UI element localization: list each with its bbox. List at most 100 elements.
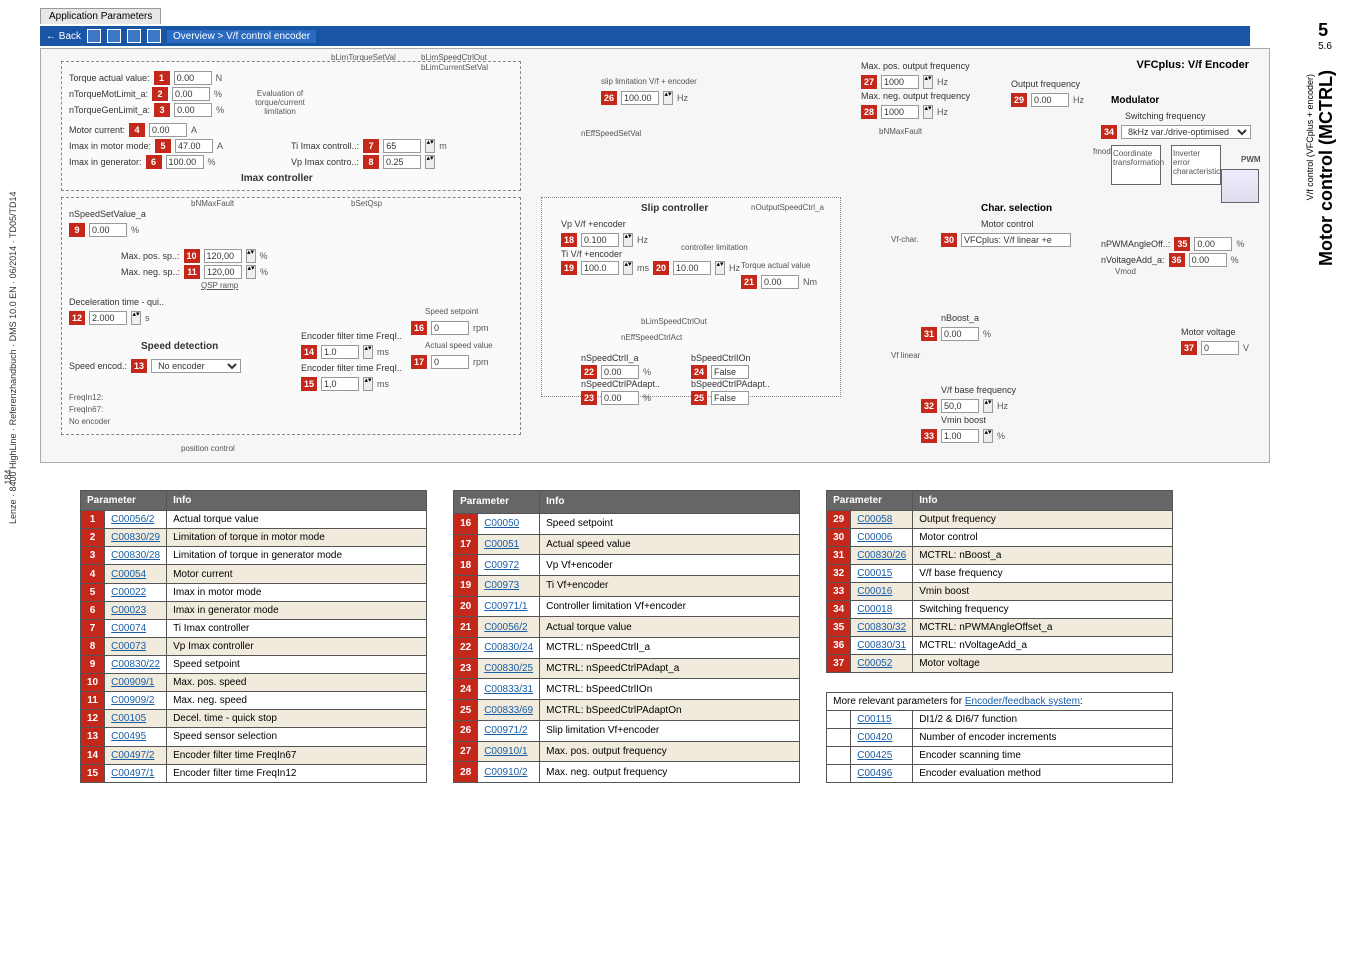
fld-enc-f67[interactable]: 1.0 [321,345,359,359]
param-link[interactable]: C00830/32 [857,622,906,633]
param-link[interactable]: C00497/1 [111,768,154,779]
spin-vf-base[interactable]: ▴▾ [983,399,993,413]
spin-vp-imax[interactable]: ▴▾ [425,155,435,169]
spin-max-pos-of[interactable]: ▴▾ [923,75,933,89]
param-link[interactable]: C00972 [484,560,519,571]
param-link[interactable]: C00054 [111,569,146,580]
fld-torque-actual[interactable]: 0.00 [174,71,212,85]
fld-motor-v[interactable]: 0 [1201,341,1239,355]
sel-sw-freq[interactable]: 8kHz var./drive-optimised [1121,125,1251,139]
param-link[interactable]: C00105 [111,713,146,724]
fld-vp-vf[interactable]: 0.100 [581,233,619,247]
fld-ti-vf[interactable]: 100.0 [581,261,619,275]
fld-nssv[interactable]: 0.00 [89,223,127,237]
fld-imax-motor[interactable]: 47.00 [175,139,213,153]
param-link[interactable]: C00022 [111,587,146,598]
param-link[interactable]: C00909/2 [111,695,154,706]
param-link[interactable]: C00058 [857,514,892,525]
print-icon[interactable] [107,29,121,43]
param-link[interactable]: C00971/1 [484,601,527,612]
fld-bspd-on[interactable]: False [711,365,749,379]
param-link[interactable]: C00833/69 [484,705,533,716]
fld-vp-imax[interactable]: 0.25 [383,155,421,169]
param-link[interactable]: C00056/2 [484,622,527,633]
param-link[interactable]: C00051 [484,539,519,550]
back-button[interactable]: ← Back [46,31,81,42]
param-link[interactable]: C00015 [857,568,892,579]
spin-decel[interactable]: ▴▾ [131,311,141,325]
param-link[interactable]: C00910/1 [484,746,527,757]
param-link[interactable]: C00830/31 [857,640,906,651]
fld-decel[interactable]: 2.000 [89,311,127,325]
param-link[interactable]: C00497/2 [111,750,154,761]
param-link[interactable]: C00016 [857,586,892,597]
spin-max-neg-of[interactable]: ▴▾ [923,105,933,119]
param-link[interactable]: C00830/26 [857,550,906,561]
fld-nspd[interactable]: 0.00 [601,365,639,379]
fld-out-freq[interactable]: 0.00 [1031,93,1069,107]
fld-max-neg-sp[interactable]: 120,00 [204,265,242,279]
breadcrumb[interactable]: Overview > V/f control encoder [167,30,316,43]
param-link[interactable]: C00006 [857,532,892,543]
spin-enc-f12[interactable]: ▴▾ [363,377,373,391]
param-link[interactable]: C00018 [857,604,892,615]
fld-lim[interactable]: 10.00 [673,261,711,275]
param-link[interactable]: C00833/31 [484,684,533,695]
param-link[interactable]: C00074 [111,623,146,634]
param-link[interactable]: C00830/28 [111,550,160,561]
export-icon[interactable] [147,29,161,43]
param-link[interactable]: C00830/25 [484,663,533,674]
param-link[interactable]: C00830/24 [484,642,533,653]
fld-motor-current[interactable]: 0.00 [149,123,187,137]
param-link[interactable]: C00023 [111,605,146,616]
fld-max-neg-of[interactable]: 1000 [881,105,919,119]
fld-ntml[interactable]: 0.00 [172,87,210,101]
fld-imax-gen[interactable]: 100.00 [166,155,204,169]
spin-max-pos-sp[interactable]: ▴▾ [246,249,256,263]
fld-torque-act[interactable]: 0.00 [761,275,799,289]
spin-vp-vf[interactable]: ▴▾ [623,233,633,247]
param-link[interactable]: C00971/2 [484,725,527,736]
spin-max-neg-sp[interactable]: ▴▾ [246,265,256,279]
fld-slip-lim[interactable]: 100.00 [621,91,659,105]
param-link[interactable]: C00052 [857,658,892,669]
param-link[interactable]: C00495 [111,731,146,742]
param-link[interactable]: C00830/29 [111,532,160,543]
home-icon[interactable] [87,29,101,43]
fld-nboost[interactable]: 0.00 [941,327,979,341]
spin-vmin[interactable]: ▴▾ [983,429,993,443]
fld-motor-ctrl[interactable]: VFCplus: V/f linear +e [961,233,1071,247]
spin-lim[interactable]: ▴▾ [715,261,725,275]
spin-ti-imax[interactable]: ▴▾ [425,139,435,153]
fld-act-spd[interactable]: 0 [431,355,469,369]
param-link[interactable]: C00425 [857,750,892,761]
param-link[interactable]: C00910/2 [484,767,527,778]
chart-icon[interactable] [127,29,141,43]
param-link[interactable]: C00115 [857,714,891,725]
fld-max-pos-sp[interactable]: 120,00 [204,249,242,263]
fld-nvolt[interactable]: 0.00 [1189,253,1227,267]
param-link[interactable]: C00050 [484,518,519,529]
fld-enc-f12[interactable]: 1,0 [321,377,359,391]
spin-enc-f67[interactable]: ▴▾ [363,345,373,359]
fld-ti-imax[interactable]: 65 [383,139,421,153]
spin-ti-vf[interactable]: ▴▾ [623,261,633,275]
param-link[interactable]: C00496 [857,768,892,779]
more-link[interactable]: Encoder/feedback system [965,696,1080,707]
fld-npwm[interactable]: 0.00 [1194,237,1232,251]
fld-bspd-p[interactable]: False [711,391,749,405]
param-link[interactable]: C00420 [857,732,892,743]
fld-max-pos-of[interactable]: 1000 [881,75,919,89]
param-link[interactable]: C00973 [484,580,519,591]
spin-slip-lim[interactable]: ▴▾ [663,91,673,105]
param-link[interactable]: C00073 [111,641,146,652]
param-link[interactable]: C00909/1 [111,677,154,688]
fld-vf-base[interactable]: 50,0 [941,399,979,413]
tab-app-params[interactable]: Application Parameters [40,8,161,24]
param-link[interactable]: C00056/2 [111,514,154,525]
sel-speed-encod[interactable]: No encoder [151,359,241,373]
fld-spd-set[interactable]: 0 [431,321,469,335]
fld-ntgl[interactable]: 0.00 [174,103,212,117]
fld-vmin[interactable]: 1.00 [941,429,979,443]
param-link[interactable]: C00830/22 [111,659,160,670]
